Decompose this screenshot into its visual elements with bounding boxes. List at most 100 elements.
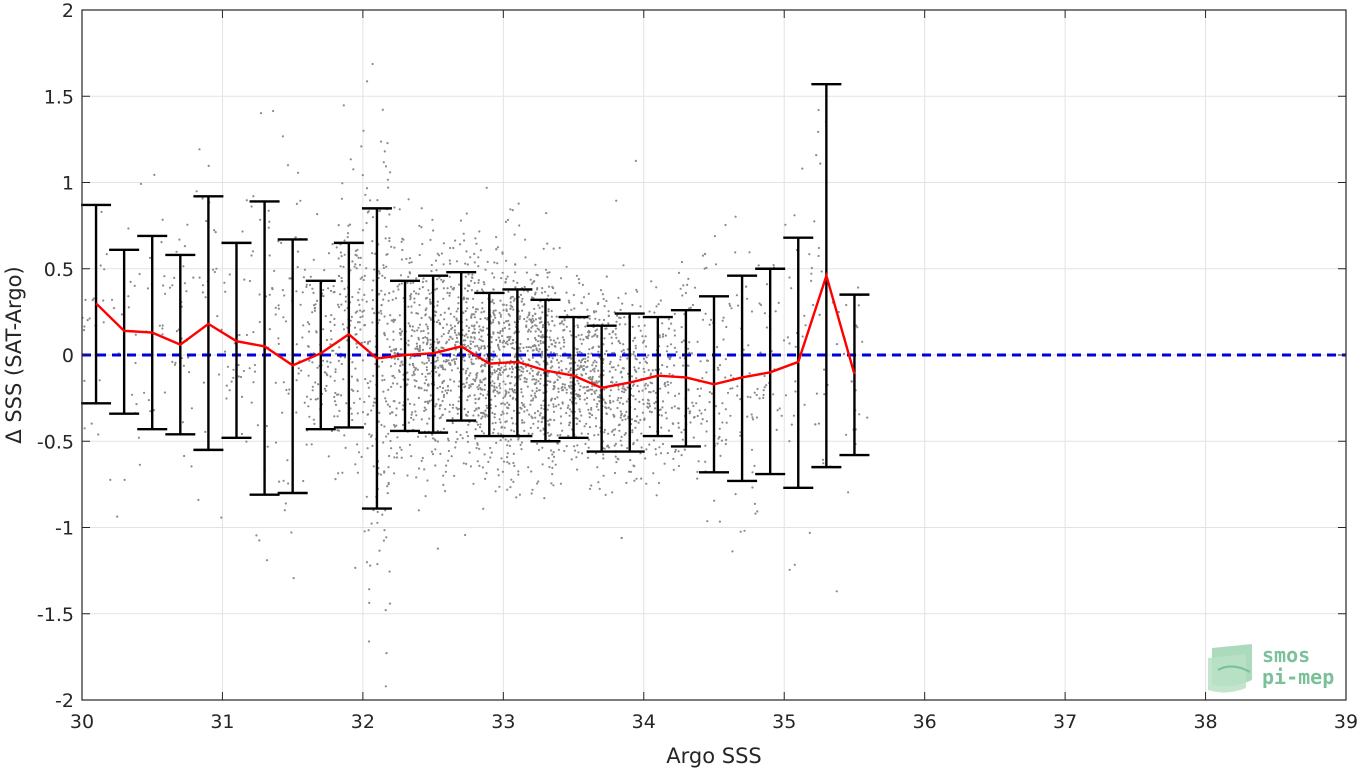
scatter-point [594, 392, 597, 395]
scatter-point [428, 372, 431, 375]
scatter-point [710, 392, 714, 395]
scatter-point [595, 365, 598, 368]
scatter-point [359, 316, 362, 319]
scatter-point [426, 341, 429, 344]
scatter-point [301, 336, 304, 339]
scatter-point [491, 373, 494, 376]
scatter-point [548, 271, 551, 274]
scatter-point [484, 268, 487, 271]
scatter-point [266, 445, 269, 448]
scatter-point [561, 336, 565, 339]
scatter-point [638, 316, 641, 319]
scatter-point [201, 197, 204, 200]
scatter-point [510, 365, 514, 368]
scatter-point [553, 419, 556, 422]
scatter-point [619, 439, 622, 442]
scatter-point [514, 376, 517, 379]
scatter-point [248, 279, 252, 283]
scatter-point [351, 260, 354, 263]
scatter-point [429, 238, 432, 241]
scatter-point [434, 288, 437, 291]
scatter-point [722, 316, 725, 319]
scatter-point [386, 403, 389, 406]
scatter-point [688, 351, 691, 354]
scatter-point [527, 346, 531, 349]
scatter-point [762, 393, 765, 397]
scatter-point [454, 441, 457, 444]
scatter-point [242, 369, 245, 373]
scatter-point [171, 284, 174, 287]
scatter-point [102, 299, 105, 302]
scatter-point [624, 418, 627, 421]
scatter-point [597, 481, 600, 484]
scatter-point [423, 362, 426, 365]
scatter-point [563, 383, 567, 386]
scatter-point [453, 325, 457, 328]
scatter-point [267, 226, 270, 229]
scatter-point [344, 295, 347, 298]
scatter-point [667, 391, 670, 394]
scatter-point [455, 406, 458, 409]
scatter-point [692, 436, 695, 439]
scatter-point [238, 333, 241, 337]
scatter-point [552, 451, 555, 454]
x-tick-label: 33 [491, 711, 515, 733]
scatter-point [470, 289, 473, 292]
scatter-point [394, 348, 397, 351]
scatter-point [410, 261, 413, 264]
scatter-point [645, 356, 648, 359]
scatter-point [576, 468, 579, 471]
scatter-point [326, 374, 329, 377]
scatter-point [692, 404, 695, 408]
scatter-point [432, 229, 435, 232]
scatter-point [436, 338, 439, 341]
scatter-point [476, 443, 479, 446]
scatter-point [602, 318, 606, 322]
scatter-point [534, 263, 537, 266]
scatter-point [493, 416, 496, 419]
scatter-point [617, 388, 620, 391]
scatter-point [576, 364, 579, 367]
scatter-point [421, 361, 424, 364]
scatter-point [129, 280, 132, 283]
scatter-point [647, 354, 650, 357]
scatter-point [758, 302, 761, 305]
scatter-point [323, 387, 326, 390]
scatter-point [425, 343, 428, 346]
scatter-point [521, 297, 524, 300]
scatter-point [329, 343, 332, 346]
scatter-point [563, 386, 567, 389]
scatter-point [410, 305, 413, 308]
scatter-point [558, 246, 561, 249]
scatter-point [507, 391, 510, 394]
scatter-point [305, 395, 309, 398]
scatter-point [406, 378, 409, 381]
scatter-point [513, 332, 516, 335]
scatter-point [565, 445, 568, 448]
scatter-point [508, 462, 511, 465]
scatter-point [440, 278, 443, 281]
scatter-point [514, 263, 517, 266]
scatter-point [814, 423, 817, 426]
scatter-point [495, 370, 498, 373]
scatter-point [509, 438, 512, 441]
scatter-point [372, 401, 376, 404]
scatter-point [598, 400, 601, 403]
scatter-point [618, 323, 621, 326]
scatter-point [534, 318, 538, 321]
scatter-point [295, 343, 298, 346]
scatter-point [435, 403, 438, 406]
scatter-point [603, 428, 607, 431]
scatter-point [324, 315, 327, 318]
scatter-point [186, 223, 189, 226]
scatter-point [336, 393, 339, 396]
scatter-point [490, 451, 493, 454]
scatter-point [620, 435, 623, 438]
scatter-point [422, 341, 425, 344]
scatter-point [508, 327, 511, 330]
scatter-point [527, 432, 530, 435]
scatter-point [464, 372, 467, 375]
scatter-point [553, 324, 556, 327]
scatter-point [295, 411, 298, 414]
scatter-point [418, 323, 422, 326]
